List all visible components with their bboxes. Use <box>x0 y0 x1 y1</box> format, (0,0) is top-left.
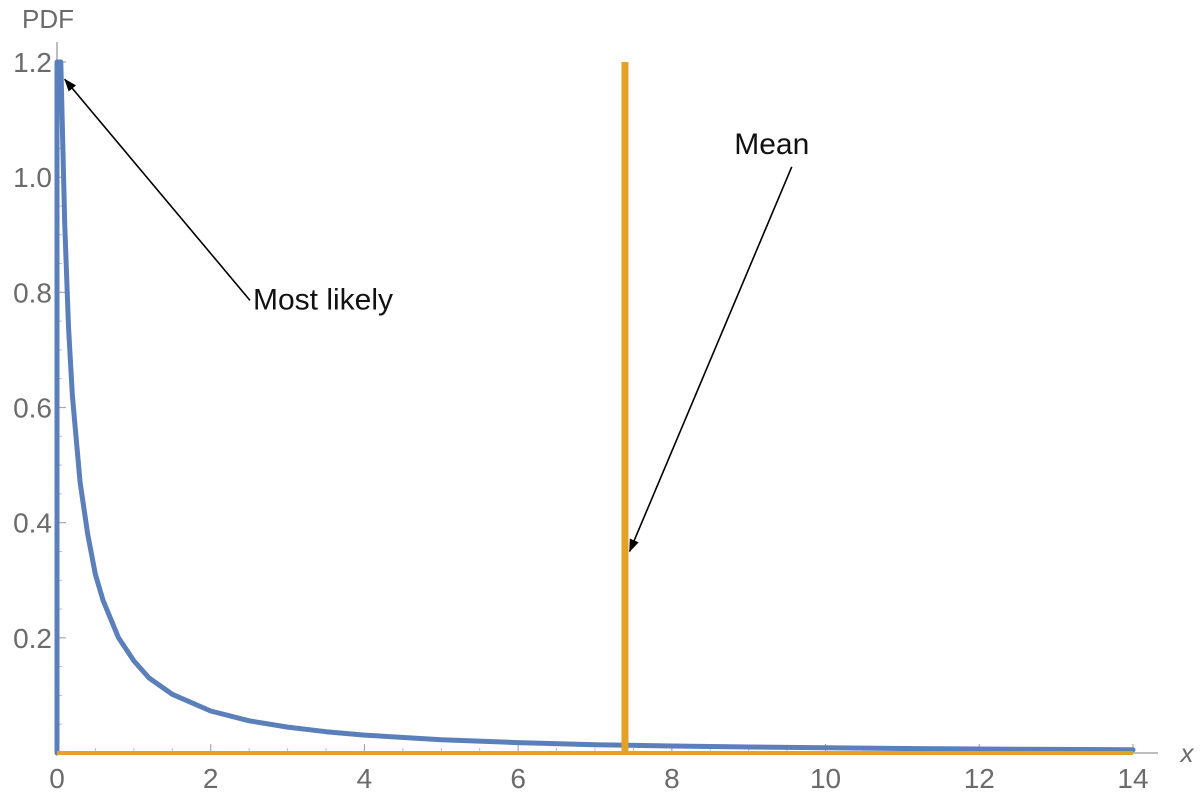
x-axis-title: x <box>1179 738 1195 768</box>
x-tick-label: 12 <box>964 763 995 794</box>
x-tick-label: 0 <box>49 763 65 794</box>
x-tick-label: 14 <box>1117 763 1148 794</box>
series-layer <box>54 59 1136 756</box>
x-tick-label: 2 <box>203 763 219 794</box>
x-tick-label: 4 <box>357 763 373 794</box>
y-tick-label: 1.0 <box>13 162 52 193</box>
x-tick-label: 6 <box>510 763 526 794</box>
y-axis-title: PDF <box>22 4 74 34</box>
annotation-arrow <box>628 166 793 553</box>
mean-layer <box>57 62 1133 755</box>
axes <box>56 42 1158 754</box>
y-tick-label: 0.6 <box>13 393 52 424</box>
x-tick-label: 10 <box>810 763 841 794</box>
tick-labels: 0 2 4 6 8 10 12 14 0.2 0.4 0.6 0.8 1.0 1.2 PDF x <box>13 4 1194 794</box>
annotations: Most likely Mean <box>64 78 809 553</box>
y-tick-label: 1.2 <box>13 47 52 78</box>
pdf-curve-line <box>54 59 1136 756</box>
annotation-label: Mean <box>734 128 809 161</box>
y-tick-label: 0.2 <box>13 623 52 654</box>
annotation-arrow <box>64 78 251 301</box>
annotation-label: Most likely <box>253 283 393 316</box>
x-tick-label: 8 <box>664 763 680 794</box>
y-tick-label: 0.8 <box>13 277 52 308</box>
y-tick-label: 0.4 <box>13 508 52 539</box>
tick-marks <box>56 61 1134 753</box>
